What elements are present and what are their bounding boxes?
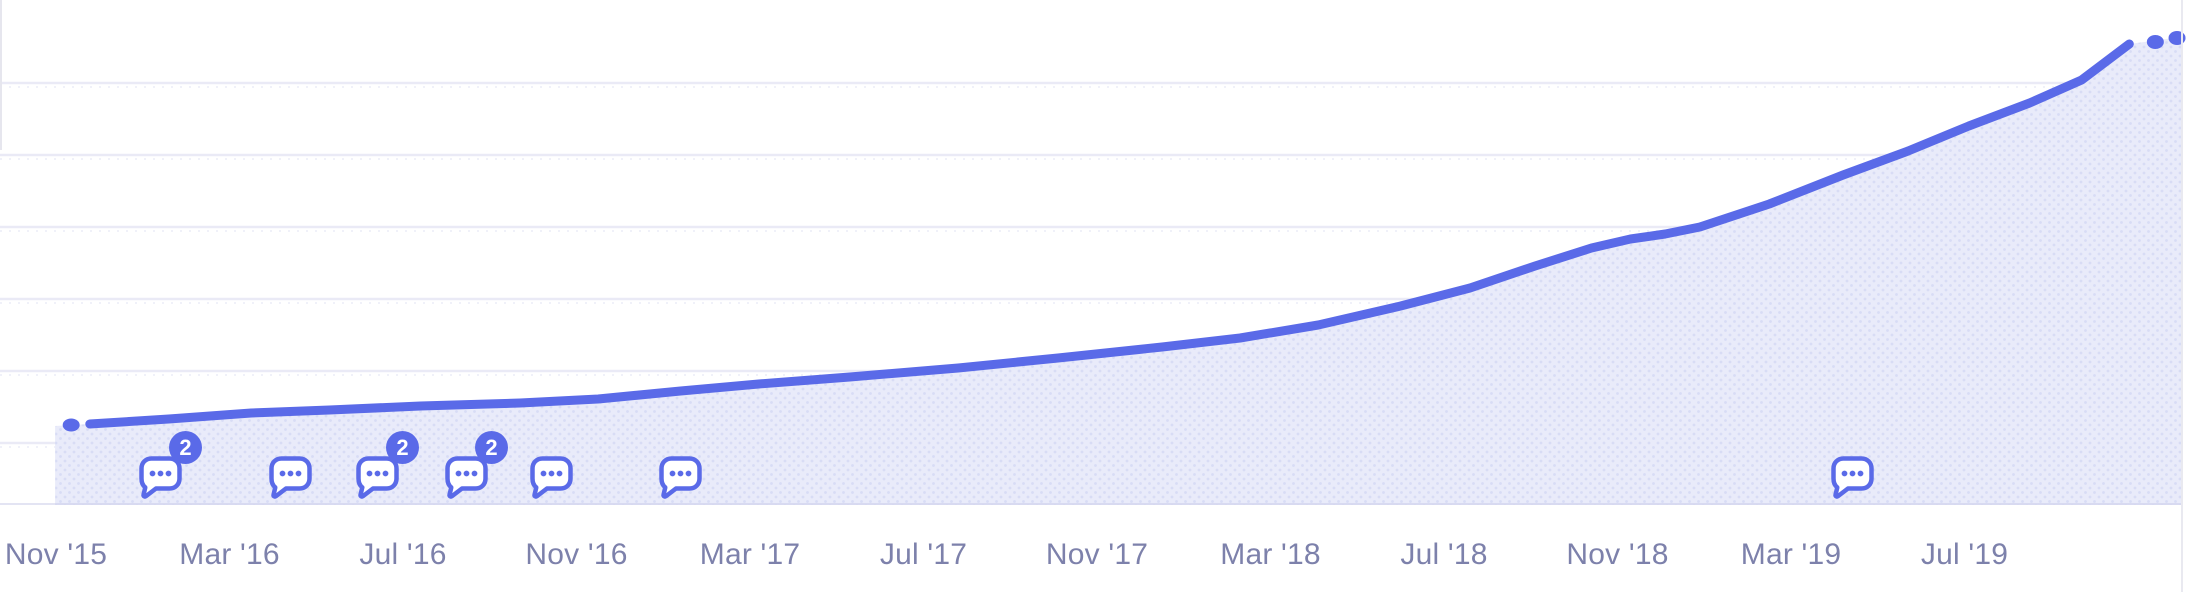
comment-annotation[interactable]	[1828, 450, 1876, 499]
comment-count-badge: 2	[169, 431, 202, 464]
panel-right-border	[2181, 0, 2183, 592]
comment-annotation[interactable]	[266, 450, 314, 499]
comment-count-badge: 2	[475, 431, 508, 464]
trend-end-dot	[62, 418, 80, 432]
comment-bubble-icon	[530, 456, 573, 499]
comment-annotation[interactable]	[656, 450, 704, 499]
gridlines	[0, 81, 2181, 445]
comment-annotation[interactable]: 2	[136, 431, 202, 499]
area-fill	[55, 37, 2181, 505]
comment-bubble-icon	[356, 456, 399, 499]
panel-left-border	[0, 0, 2, 150]
trend-line	[85, 39, 2134, 429]
comment-annotation[interactable]	[527, 450, 575, 499]
gridlines-dotted	[0, 86, 2181, 448]
comment-bubble-icon	[445, 456, 488, 499]
comment-bubble-icon	[139, 456, 182, 499]
comment-bubble-icon	[1831, 456, 1874, 499]
comment-count-badge: 2	[386, 431, 419, 464]
comment-annotation[interactable]: 2	[442, 431, 508, 499]
comment-bubble-icon	[659, 456, 702, 499]
trend-end-dot	[2146, 35, 2164, 49]
comment-annotation[interactable]: 2	[353, 431, 419, 499]
comment-bubble-icon	[269, 456, 312, 499]
